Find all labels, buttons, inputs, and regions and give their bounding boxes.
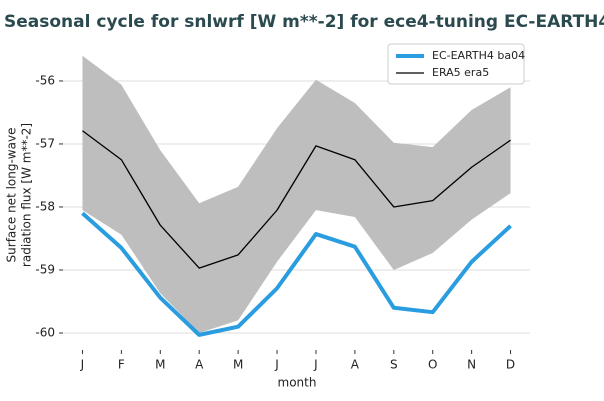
y-tick-label: -56 xyxy=(35,73,55,87)
y-tick-label: -60 xyxy=(35,325,55,339)
legend: EC-EARTH4 ba04 ERA5 era5 xyxy=(387,43,525,85)
y-tick-label: -58 xyxy=(35,199,55,213)
legend-label: EC-EARTH4 ba04 xyxy=(432,49,525,62)
series-line xyxy=(81,211,512,337)
legend-label: ERA5 era5 xyxy=(432,66,489,79)
x-tick-label: M xyxy=(233,358,243,372)
x-axis-label: month xyxy=(278,376,317,390)
y-tick-label: -57 xyxy=(35,136,55,150)
x-tick-label: A xyxy=(351,358,360,372)
x-tick-label: F xyxy=(118,358,125,372)
x-tick-label: J xyxy=(80,358,85,372)
y-axis-label: radiation flux [W m**-2] xyxy=(20,123,34,267)
y-axis-label: Surface net long-wave xyxy=(5,128,19,263)
x-tick-label: N xyxy=(467,358,476,372)
range-band xyxy=(82,55,511,333)
x-tick-label: D xyxy=(506,358,515,372)
series-line xyxy=(82,130,511,269)
x-tick-label: M xyxy=(155,358,165,372)
x-tick-label: S xyxy=(390,358,398,372)
chart-title: Seasonal cycle for snlwrf [W m**-2] for … xyxy=(4,12,604,32)
x-tick-label: O xyxy=(428,358,437,372)
x-tick-label: J xyxy=(313,358,318,372)
x-tick-label: A xyxy=(195,358,204,372)
y-tick-label: -59 xyxy=(35,262,55,276)
x-tick-label: J xyxy=(274,358,279,372)
